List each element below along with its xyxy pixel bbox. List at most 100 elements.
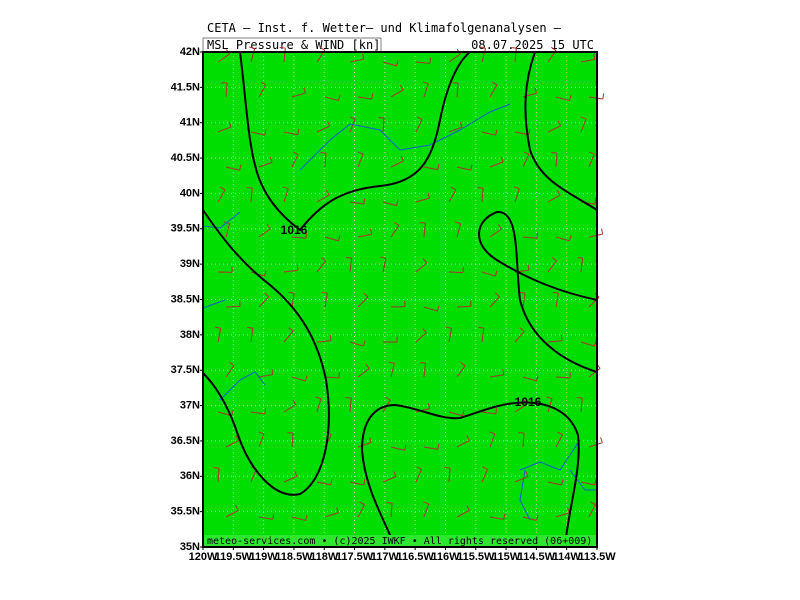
wind-barb xyxy=(423,83,429,98)
wind-barb xyxy=(349,258,353,273)
lat-label: 37.5N xyxy=(171,364,200,376)
wind-barb xyxy=(550,46,557,51)
wind-barb xyxy=(450,186,457,191)
wind-barb xyxy=(525,471,529,477)
wind-barb xyxy=(258,433,265,448)
wind-barb xyxy=(456,223,462,238)
footer: meteo-services.com • (c)2025 IWKF • All … xyxy=(207,536,592,547)
wind-barb xyxy=(555,293,559,308)
wind-barb xyxy=(349,118,356,133)
wind-barb xyxy=(455,221,461,224)
wind-barb xyxy=(368,437,372,443)
wind-barb xyxy=(481,188,484,203)
wind-barb xyxy=(448,411,463,417)
wind-barb xyxy=(363,198,366,205)
wind-barb xyxy=(359,501,365,506)
wind-barb xyxy=(316,398,322,413)
wind-barb xyxy=(481,468,489,483)
lat-label: 36.5N xyxy=(171,435,200,447)
wind-barb xyxy=(415,468,423,483)
wind-barb xyxy=(292,399,297,405)
wind-barb xyxy=(260,81,267,86)
wind-barb xyxy=(448,467,451,483)
lon-label: 118.5W xyxy=(275,551,313,563)
wind-barb xyxy=(291,154,299,168)
wind-barb xyxy=(535,375,539,382)
wind-barb xyxy=(491,81,498,86)
wind-barb xyxy=(288,291,295,294)
wind-barb xyxy=(390,160,404,168)
wind-barb xyxy=(250,48,256,63)
lat-label: 41N xyxy=(180,117,200,129)
wind-barb xyxy=(415,61,430,64)
wind-barb xyxy=(601,228,604,235)
wind-barb xyxy=(305,514,308,521)
wind-barbs xyxy=(213,46,605,521)
wind-barb xyxy=(580,118,587,133)
wind-barb xyxy=(557,120,562,127)
wind-barb xyxy=(349,398,352,413)
wind-barb xyxy=(235,435,239,441)
wind-barb xyxy=(349,58,364,63)
wind-barb xyxy=(357,96,372,100)
wind-barb xyxy=(466,505,470,511)
lon-label: 118W xyxy=(310,551,339,563)
wind-barb xyxy=(382,476,397,483)
wind-barb xyxy=(239,164,242,171)
lon-label: 119.5W xyxy=(215,551,253,563)
wind-barb xyxy=(588,368,601,378)
wind-barb xyxy=(264,292,270,298)
wind-barb xyxy=(283,48,286,63)
wind-barb xyxy=(460,361,466,367)
wind-barb xyxy=(489,516,504,520)
wind-barb xyxy=(225,440,239,448)
wind-barb xyxy=(225,509,239,518)
wind-barb xyxy=(456,83,459,98)
wind-barb xyxy=(423,223,426,238)
wind-barb xyxy=(363,292,369,298)
wind-barb xyxy=(382,201,397,207)
wind-barb xyxy=(315,396,322,400)
wind-barb xyxy=(514,404,528,413)
river xyxy=(202,103,597,521)
wind-barb xyxy=(552,291,559,294)
wind-barb xyxy=(481,271,496,277)
wind-barb xyxy=(416,466,422,470)
wind-barb xyxy=(514,476,529,483)
wind-barb xyxy=(547,340,562,343)
wind-barb xyxy=(456,510,470,518)
lat-label: 38.5N xyxy=(171,293,200,305)
wind-barb xyxy=(393,471,397,477)
wind-barb xyxy=(258,296,270,308)
wind-barb xyxy=(217,467,220,483)
wind-barb xyxy=(514,331,525,343)
wind-barb xyxy=(422,328,427,333)
wind-barb xyxy=(555,236,570,242)
wind-barb xyxy=(225,365,235,378)
isobar xyxy=(478,210,598,373)
wind-barb xyxy=(390,503,393,518)
wind-barb xyxy=(514,48,517,63)
wind-barb xyxy=(279,47,286,49)
wind-barb xyxy=(292,151,299,155)
wind-barb xyxy=(580,58,595,63)
wind-barb xyxy=(250,188,253,203)
wind-barb xyxy=(557,431,563,436)
wind-barb xyxy=(263,270,267,277)
wind-barb xyxy=(459,121,463,128)
wind-barb xyxy=(489,433,496,448)
wind-barb xyxy=(324,96,339,102)
wind-barb xyxy=(337,235,341,242)
lat-label: 42N xyxy=(180,46,200,58)
lon-label: 114.5W xyxy=(518,551,556,563)
wind-barb xyxy=(258,374,273,378)
wind-barb xyxy=(219,186,226,191)
wind-barb xyxy=(269,156,273,163)
wind-barb xyxy=(357,151,364,155)
wind-barb xyxy=(497,224,502,230)
wind-barb xyxy=(514,188,520,203)
wind-barb xyxy=(569,95,572,101)
wind-barb xyxy=(349,116,356,120)
wind-barb xyxy=(500,156,504,163)
wind-barb xyxy=(329,335,332,341)
